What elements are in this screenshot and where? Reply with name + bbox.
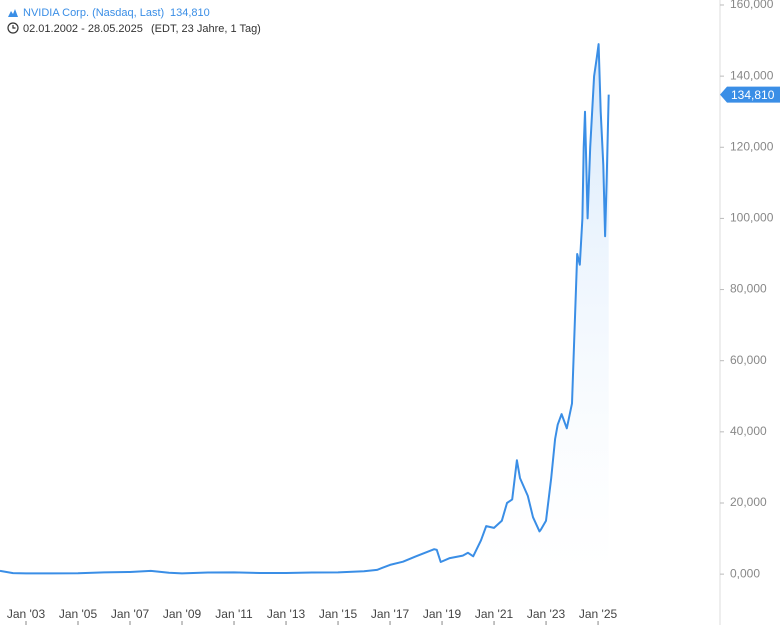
y-tick-label: 140,000 — [730, 68, 774, 82]
x-tick-label: Jan '13 — [267, 607, 306, 621]
x-tick-label: Jan '03 — [7, 607, 46, 621]
y-tick-label: 100,000 — [730, 211, 774, 225]
x-tick-label: Jan '17 — [371, 607, 410, 621]
clock-hand — [12, 25, 16, 29]
x-tick-label: Jan '05 — [59, 607, 98, 621]
y-tick-label: 20,000 — [730, 495, 767, 509]
y-tick-label: 60,000 — [730, 353, 767, 367]
chart-title: NVIDIA Corp. (Nasdaq, Last) — [23, 7, 164, 19]
y-tick-label: 80,000 — [730, 282, 767, 296]
clock-icon — [7, 22, 19, 34]
x-tick-label: Jan '09 — [163, 607, 202, 621]
y-tick-label: 160,000 — [730, 0, 774, 11]
x-tick-label: Jan '15 — [319, 607, 358, 621]
header: NVIDIA Corp. (Nasdaq, Last) 134,810 02.0… — [7, 7, 261, 35]
y-tick-label: 120,000 — [730, 139, 774, 153]
line — [0, 43, 610, 575]
x-tick-label: Jan '07 — [111, 607, 150, 621]
last-price-label: 134,810 — [731, 88, 775, 102]
x-tick-label: Jan '25 — [579, 607, 618, 621]
subtitle: (EDT, 23 Jahre, 1 Tag) — [151, 23, 261, 35]
date-range: 02.01.2002 - 28.05.2025 — [23, 23, 143, 35]
chart-icon — [8, 9, 18, 17]
x-tick-label: Jan '21 — [475, 607, 514, 621]
area — [0, 44, 609, 575]
x-tick-label: Jan '19 — [423, 607, 462, 621]
y-tick-label: 40,000 — [730, 424, 767, 438]
last-price-marker — [720, 86, 780, 103]
x-tick-label: Jan '23 — [527, 607, 566, 621]
x-tick-label: Jan '11 — [215, 607, 253, 621]
last-price: 134,810 — [170, 7, 210, 19]
y-tick-label: 0,000 — [730, 566, 760, 580]
